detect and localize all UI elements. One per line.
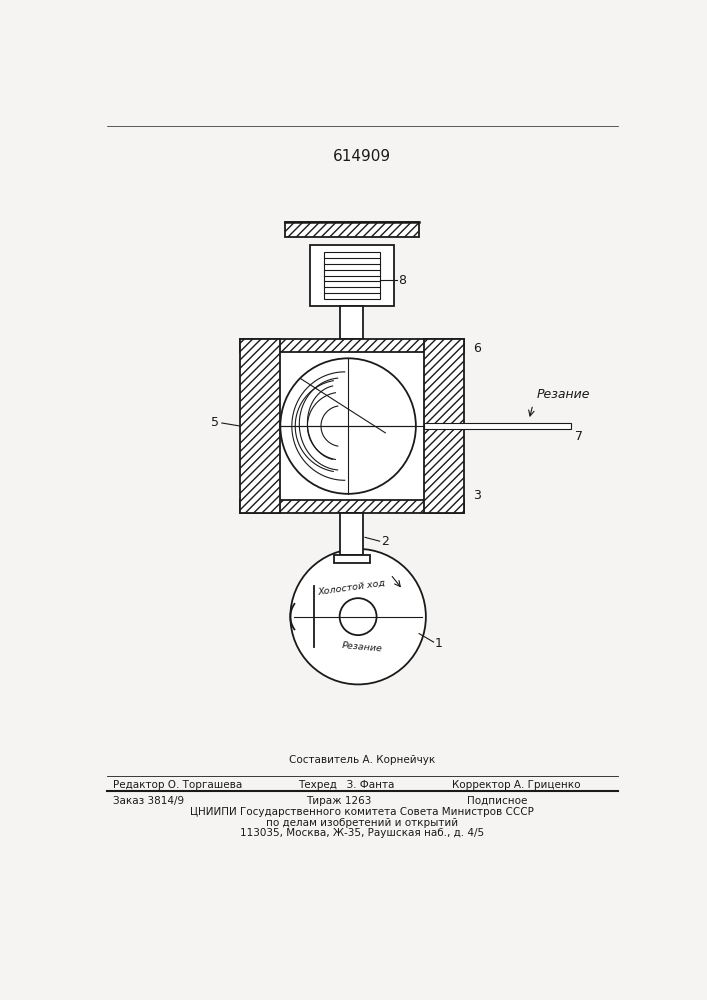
Text: ЦНИИПИ Государственного комитета Совета Министров СССР: ЦНИИПИ Государственного комитета Совета … — [190, 807, 534, 817]
Text: Составитель А. Корнейчук: Составитель А. Корнейчук — [289, 755, 435, 765]
Circle shape — [281, 358, 416, 494]
Text: Заказ 3814/9: Заказ 3814/9 — [113, 796, 185, 806]
Text: по делам изобретений и открытий: по делам изобретений и открытий — [266, 818, 458, 828]
Bar — [325, 252, 380, 299]
Text: Резание: Резание — [537, 388, 590, 401]
Text: Корректор А. Гриценко: Корректор А. Гриценко — [452, 780, 580, 790]
Bar — [340, 306, 363, 339]
Text: 8: 8 — [398, 274, 406, 287]
Text: Тираж 1263: Тираж 1263 — [305, 796, 371, 806]
Bar — [423, 339, 464, 513]
Text: 2: 2 — [381, 535, 389, 548]
Text: 4: 4 — [363, 478, 371, 491]
Text: 6: 6 — [473, 342, 481, 355]
Text: Редактор О. Торгашева: Редактор О. Торгашева — [113, 780, 243, 790]
Text: 5: 5 — [211, 416, 218, 429]
Text: Резание: Резание — [341, 641, 382, 654]
Text: 7: 7 — [575, 430, 583, 443]
Bar — [284, 222, 419, 237]
Text: 3: 3 — [473, 489, 481, 502]
Bar — [240, 339, 281, 513]
Bar — [340, 513, 363, 555]
Bar — [240, 339, 464, 352]
Text: Техред   З. Фанта: Техред З. Фанта — [298, 780, 395, 790]
Circle shape — [339, 598, 377, 635]
Bar — [310, 245, 394, 306]
Text: 113035, Москва, Ж-35, Раушская наб., д. 4/5: 113035, Москва, Ж-35, Раушская наб., д. … — [240, 828, 484, 838]
Bar — [281, 352, 423, 500]
Bar — [334, 555, 370, 563]
Bar — [240, 500, 464, 513]
Text: Холостой ход: Холостой ход — [317, 578, 386, 597]
Circle shape — [291, 549, 426, 684]
Text: 1: 1 — [435, 637, 443, 650]
Text: 614909: 614909 — [333, 149, 391, 164]
Bar — [423, 423, 571, 429]
Text: Подписное: Подписное — [467, 796, 528, 806]
